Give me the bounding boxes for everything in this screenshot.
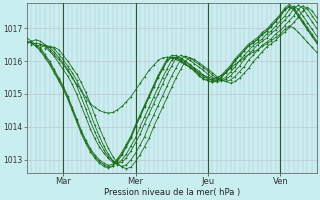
X-axis label: Pression niveau de la mer( hPa ): Pression niveau de la mer( hPa ) [104,188,240,197]
